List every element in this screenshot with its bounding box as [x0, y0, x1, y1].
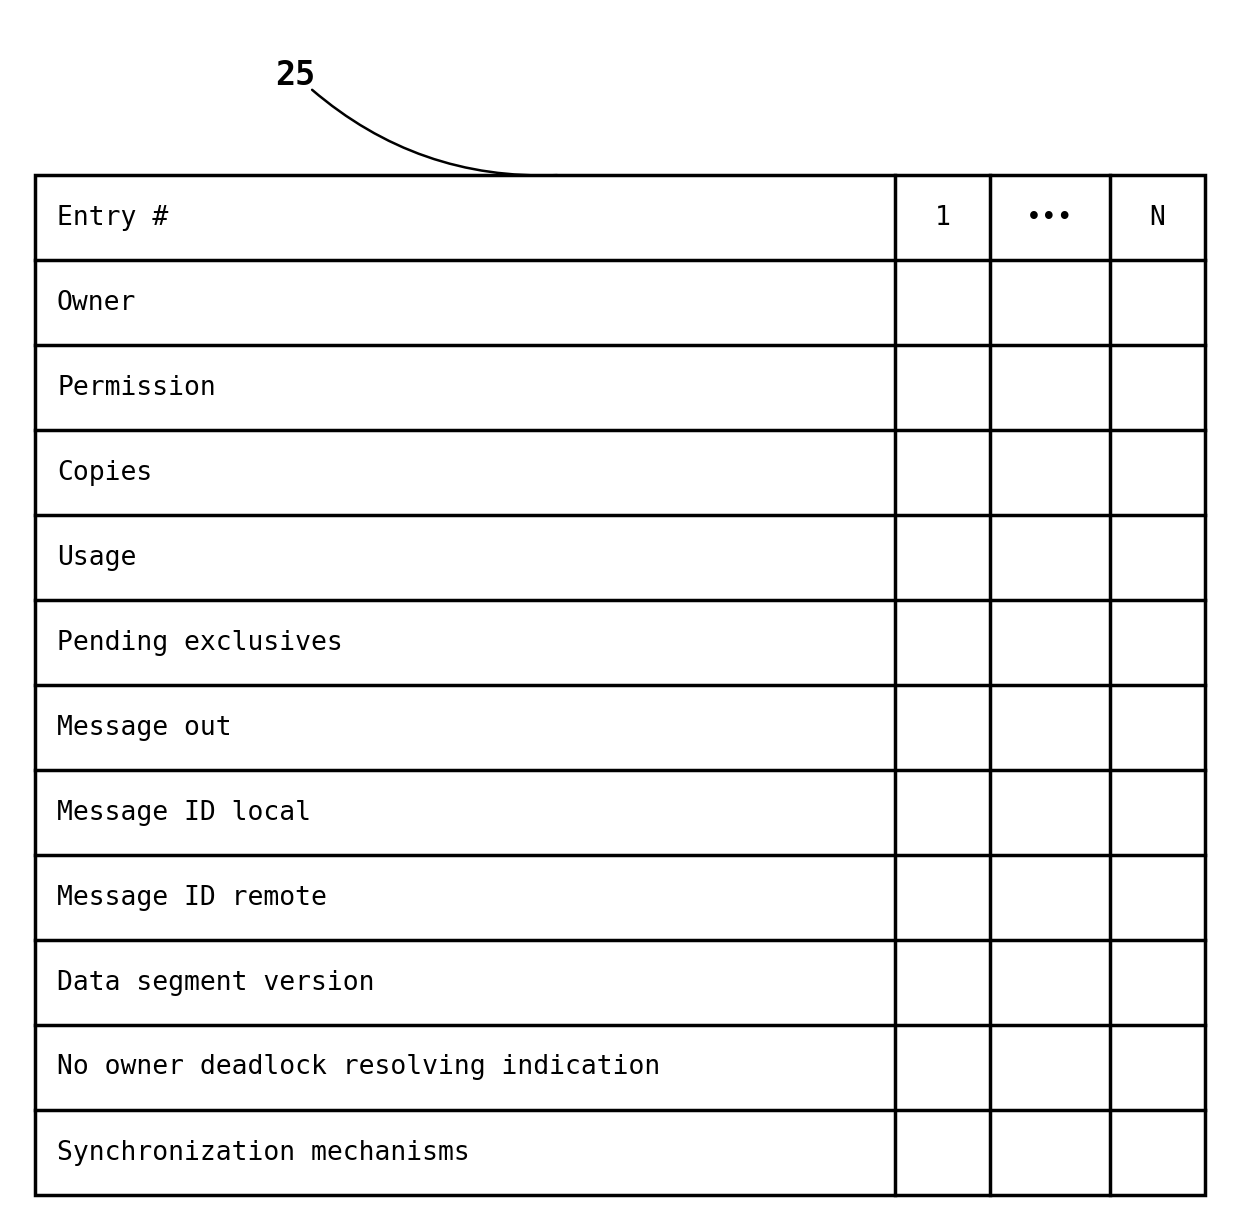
Text: Synchronization mechanisms: Synchronization mechanisms	[57, 1140, 470, 1165]
Text: 1: 1	[935, 205, 950, 230]
Bar	[35, 176, 1205, 1195]
Text: Usage: Usage	[57, 545, 136, 570]
Text: •••: •••	[1027, 205, 1074, 230]
Text: Message ID local: Message ID local	[57, 800, 311, 825]
Text: No owner deadlock resolving indication: No owner deadlock resolving indication	[57, 1054, 660, 1080]
Text: Message out: Message out	[57, 714, 232, 740]
Text: Copies: Copies	[57, 460, 153, 485]
Text: Pending exclusives: Pending exclusives	[57, 629, 342, 656]
Text: N: N	[1149, 205, 1166, 230]
Text: Message ID remote: Message ID remote	[57, 885, 327, 911]
Text: Owner: Owner	[57, 289, 136, 316]
Text: 25: 25	[275, 59, 315, 91]
Text: Permission: Permission	[57, 374, 216, 401]
Text: Data segment version: Data segment version	[57, 969, 374, 996]
FancyArrowPatch shape	[312, 90, 557, 176]
Text: Entry #: Entry #	[57, 205, 169, 230]
